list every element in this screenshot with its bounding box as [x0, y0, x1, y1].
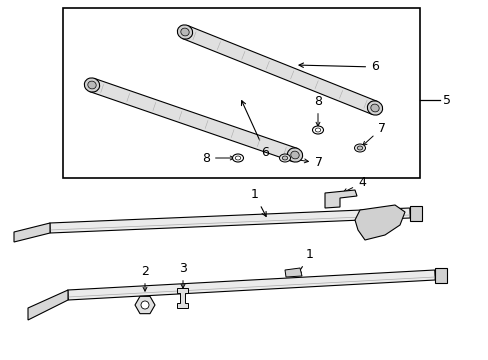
Polygon shape	[28, 290, 68, 320]
Polygon shape	[409, 206, 421, 220]
Ellipse shape	[279, 154, 290, 162]
Ellipse shape	[88, 81, 96, 89]
Polygon shape	[182, 26, 377, 114]
Polygon shape	[68, 270, 434, 300]
Polygon shape	[354, 205, 404, 240]
Text: 4: 4	[343, 176, 365, 192]
Polygon shape	[177, 288, 187, 308]
Ellipse shape	[315, 128, 320, 132]
Ellipse shape	[370, 104, 378, 112]
Text: 1: 1	[297, 248, 313, 275]
Polygon shape	[285, 268, 302, 277]
Polygon shape	[50, 208, 409, 233]
Ellipse shape	[181, 28, 189, 36]
Text: 7: 7	[287, 157, 323, 170]
Text: 5: 5	[442, 94, 450, 107]
Text: 2: 2	[141, 265, 149, 291]
Text: 8: 8	[313, 95, 321, 126]
Text: 7: 7	[362, 122, 385, 145]
Ellipse shape	[282, 156, 287, 160]
Ellipse shape	[290, 151, 299, 159]
Text: 6: 6	[241, 101, 268, 158]
Polygon shape	[14, 223, 50, 242]
Polygon shape	[325, 190, 356, 208]
Circle shape	[141, 301, 149, 309]
Polygon shape	[434, 267, 446, 283]
Text: 4: 4	[378, 208, 402, 224]
Ellipse shape	[357, 146, 362, 150]
Text: 8: 8	[202, 152, 234, 165]
Text: 3: 3	[179, 262, 186, 288]
Text: 1: 1	[250, 189, 265, 216]
Ellipse shape	[287, 148, 302, 162]
Polygon shape	[89, 78, 297, 162]
Ellipse shape	[235, 156, 240, 160]
Ellipse shape	[312, 126, 323, 134]
Ellipse shape	[232, 154, 243, 162]
Text: 6: 6	[298, 60, 378, 73]
Ellipse shape	[354, 144, 365, 152]
Bar	[63, 8, 419, 178]
Ellipse shape	[177, 25, 192, 39]
Ellipse shape	[84, 78, 100, 92]
Ellipse shape	[366, 101, 382, 115]
